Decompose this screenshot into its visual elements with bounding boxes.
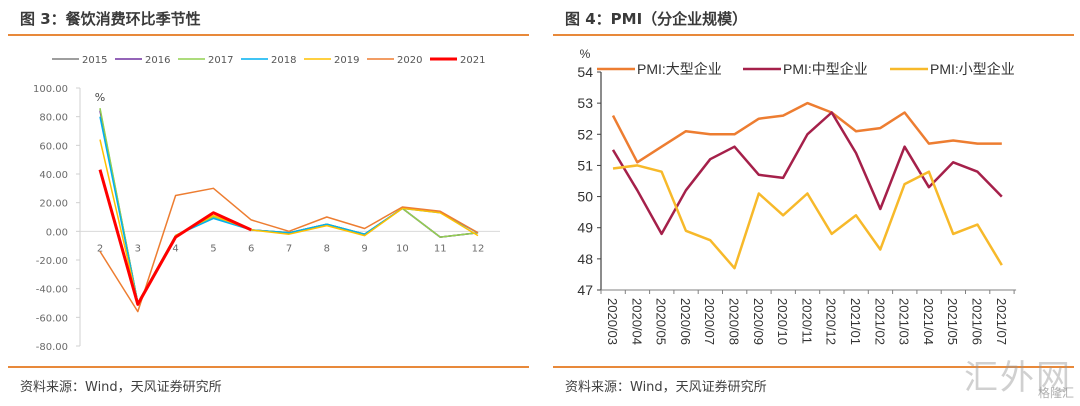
x-tick-label: 2020/11: [799, 298, 814, 344]
legend-item: 2017: [178, 55, 233, 66]
legend-label: 2019: [334, 55, 359, 66]
x-tick-label: 2020/10: [775, 298, 790, 345]
x-tick-label: 2021/02: [872, 298, 887, 345]
series-line: [99, 139, 479, 304]
legend-item: PMI:大型企业: [597, 61, 722, 77]
x-tick-label: 9: [361, 243, 367, 254]
legend-item: 2016: [115, 55, 170, 66]
x-tick-label: 2020/06: [678, 298, 693, 345]
series-line: [99, 109, 479, 304]
figure-3-panel: 图 3：餐饮消费环比季节性 2015 2016 2017 2018 2019 2020 20…: [0, 0, 535, 406]
x-tick-label: 8: [324, 243, 330, 254]
legend-label: 2016: [145, 55, 170, 66]
x-tick-label: 2020/04: [629, 298, 644, 345]
legend: PMI:大型企业 PMI:中型企业 PMI:小型企业: [597, 61, 1015, 77]
series-line: [98, 169, 252, 306]
series-2020: [99, 187, 479, 313]
legend-label: 2018: [271, 55, 296, 66]
legend-label: 2017: [208, 55, 233, 66]
series-PMI:小型企业: [612, 164, 1003, 270]
series-line: [99, 110, 479, 304]
series-2016: [99, 110, 479, 304]
x-tick-label: 5: [210, 243, 216, 254]
legend-item: PMI:中型企业: [743, 61, 868, 77]
legend-item: 2021: [430, 55, 485, 66]
figure-4-source: 资料来源：Wind，天风证券研究所: [565, 380, 767, 395]
y-unit-label: %: [580, 47, 591, 61]
y-tick-label: 52: [577, 126, 593, 142]
x-tick-label: 2020/09: [751, 298, 766, 345]
x-tick-label: 2020/07: [702, 298, 717, 345]
series-line: [612, 164, 1003, 270]
y-tick-label: 60.00: [39, 141, 68, 152]
x-tick-label: 6: [248, 243, 254, 254]
legend-item: 2020: [367, 55, 422, 66]
x-tick-label: 10: [396, 243, 409, 254]
watermark-logo: 汇外网: [964, 358, 1072, 398]
x-tick-label: 2021/03: [897, 298, 912, 345]
series-PMI:中型企业: [611, 111, 1003, 236]
x-tick-label: 2021/06: [970, 298, 985, 345]
y-tick-label: -40.00: [36, 285, 68, 296]
y-tick-label: 47: [577, 282, 593, 298]
series-2021: [98, 169, 252, 306]
x-tick-label: 2021/04: [921, 298, 936, 345]
series-line: [99, 187, 479, 313]
y-tick-label: -60.00: [36, 313, 68, 324]
x-tick-label: 3: [135, 243, 141, 254]
figure-4-chart: 54 53 52 51 50 49 48 47% 2020/03 2020/04 2020/05 20…: [577, 47, 1017, 345]
figure-4-title: 图 4：PMI（分企业规模）: [565, 10, 748, 28]
x-tick-label: 2020/12: [824, 298, 839, 345]
figure-4-panel: 图 4：PMI（分企业规模） 54 53 52 51 50 49 48 47% 2020/03 2…: [545, 0, 1080, 406]
x-tick-label: 2020/08: [727, 298, 742, 345]
x-tick-label: 12: [472, 243, 485, 254]
figure-3-chart: 2015 2016 2017 2018 2019 2020 2021100.0080.006…: [33, 55, 500, 353]
legend-label: PMI:中型企业: [783, 61, 868, 77]
legend-label: 2020: [397, 55, 422, 66]
y-tick-label: 50: [577, 189, 593, 205]
y-tick-label: 20.00: [39, 199, 68, 210]
x-tick-label: 2021/05: [945, 298, 960, 345]
source-divider: [8, 366, 529, 368]
legend-item: 2019: [304, 55, 359, 66]
y-unit-label: %: [95, 91, 105, 104]
y-tick-label: 100.00: [33, 84, 68, 95]
legend-label: PMI:小型企业: [930, 61, 1015, 77]
x-tick-label: 2021/07: [994, 298, 1009, 345]
source-divider: [553, 366, 1074, 368]
figure-3-title: 图 3：餐饮消费环比季节性: [20, 10, 201, 28]
legend-label: PMI:大型企业: [637, 61, 722, 77]
x-tick-label: 4: [172, 243, 178, 254]
legend-label: 2015: [82, 55, 107, 66]
legend: 2015 2016 2017 2018 2019 2020 2021: [52, 55, 485, 66]
series-2015: [99, 109, 479, 304]
legend-item: 2018: [241, 55, 296, 66]
watermark-sub-logo: 格隆汇: [1037, 386, 1074, 400]
series-line: [611, 101, 1002, 164]
x-tick-label: 11: [434, 243, 447, 254]
y-tick-label: 49: [577, 220, 593, 236]
legend-label: 2021: [460, 55, 485, 66]
x-tick-label: 2020/05: [654, 298, 669, 345]
x-tick-label: 2: [97, 243, 103, 254]
y-tick-label: -80.00: [36, 342, 68, 353]
legend-item: 2015: [52, 55, 107, 66]
y-tick-label: 80.00: [39, 113, 68, 124]
x-tick-label: 2020/03: [605, 298, 620, 345]
figure-3-source: 资料来源：Wind，天风证券研究所: [20, 380, 222, 395]
y-tick-label: 48: [577, 251, 593, 267]
y-tick-label: 0.00: [46, 227, 68, 238]
legend-item: PMI:小型企业: [890, 61, 1015, 77]
x-tick-label: 7: [286, 243, 292, 254]
y-tick-label: 54: [577, 64, 593, 80]
title-divider: [8, 34, 529, 36]
y-tick-label: 53: [577, 95, 593, 111]
y-tick-label: 40.00: [39, 170, 68, 181]
y-tick-label: -20.00: [36, 256, 68, 267]
series-2019: [99, 139, 479, 304]
series-line: [611, 111, 1003, 236]
y-tick-label: 51: [577, 157, 593, 173]
title-divider: [553, 34, 1074, 36]
x-tick-label: 2021/01: [848, 298, 863, 345]
